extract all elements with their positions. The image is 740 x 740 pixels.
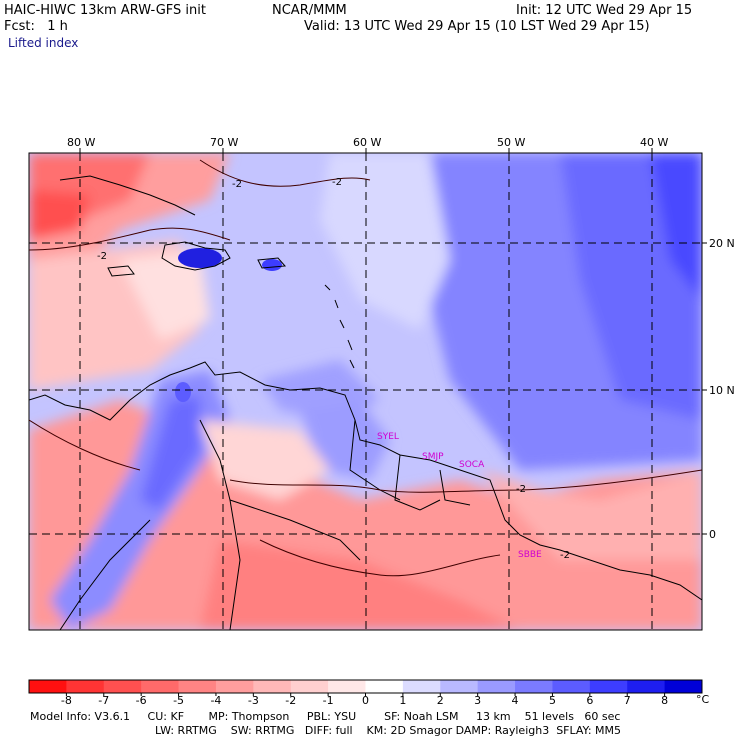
model-info-line1: Model Info: V3.6.1 CU: KF MP: Thompson P…: [30, 710, 621, 723]
colorbar-label: -6: [135, 694, 147, 707]
colorbar-label: 4: [511, 694, 519, 707]
field-name: Lifted index: [8, 36, 79, 50]
station-label: SYEL: [377, 432, 399, 442]
colorbar-swatch: [178, 680, 217, 693]
colorbar-label: 6: [586, 694, 594, 707]
colorbar-swatch: [253, 680, 292, 693]
colorbar-label: 8: [661, 694, 669, 707]
colorbar-swatch: [515, 680, 553, 693]
lon-label: 50 W: [497, 136, 526, 149]
colorbar-label: 2: [436, 694, 444, 707]
colorbar-label: -7: [98, 694, 110, 707]
colorbar-swatch: [627, 680, 666, 693]
contour-label: -2: [232, 179, 242, 190]
station-label: SBBE: [518, 550, 542, 560]
colorbar-label: -5: [173, 694, 185, 707]
colorbar-swatch: [103, 680, 142, 693]
organization-label: NCAR/MMM: [272, 3, 347, 18]
lat-label: 20 N: [709, 237, 735, 250]
colorbar-label: 1: [399, 694, 407, 707]
colorbar-label: -4: [210, 694, 222, 707]
colorbar-label: -2: [285, 694, 297, 707]
forecast-hour: Fcst: 1 h: [4, 19, 68, 34]
colorbar-swatch: [328, 680, 366, 693]
colorbar-swatch: [290, 680, 329, 693]
colorbar-swatch: [552, 680, 591, 693]
graticule: [29, 153, 702, 630]
colorbar-swatch: [365, 680, 404, 693]
valid-time: Valid: 13 UTC Wed 29 Apr 15 (10 LST Wed …: [304, 19, 650, 34]
colorbar: [28, 679, 703, 696]
lon-label: 80 W: [67, 136, 96, 149]
colorbar-label: 5: [548, 694, 556, 707]
contour-label: -2: [516, 484, 526, 495]
lat-label: 0: [709, 528, 716, 541]
coastlines: [29, 175, 702, 630]
colorbar-swatch: [402, 680, 441, 693]
lat-label: 10 N: [709, 384, 735, 397]
colorbar-label: -8: [60, 694, 72, 707]
colorbar-label: 0: [362, 694, 369, 707]
colorbar-swatch: [440, 680, 479, 693]
colorbar-label: -1: [322, 694, 334, 707]
contour-label: -2: [560, 550, 570, 561]
colorbar-swatch: [29, 680, 67, 693]
colorbar-swatch: [141, 680, 180, 693]
colorbar-swatch: [477, 680, 516, 693]
contour-label: -2: [332, 177, 342, 188]
colorbar-swatch: [664, 680, 703, 693]
colorbar-swatch: [66, 680, 105, 693]
lon-label: 60 W: [353, 136, 382, 149]
model-title: HAIC-HIWC 13km ARW-GFS init: [4, 3, 206, 18]
colorbar-swatch: [589, 680, 628, 693]
model-info-line2: LW: RRTMG SW: RRTMG DIFF: full KM: 2D Sm…: [155, 724, 621, 737]
contours: [29, 159, 702, 577]
lon-label: 40 W: [640, 136, 669, 149]
station-label: SOCA: [459, 460, 485, 470]
init-time: Init: 12 UTC Wed 29 Apr 15: [516, 3, 693, 18]
lon-label: 70 W: [210, 136, 239, 149]
colorbar-label: -3: [247, 694, 259, 707]
contour-label: -2: [97, 251, 107, 262]
colorbar-unit: °C: [696, 693, 710, 706]
colorbar-label: 3: [474, 694, 482, 707]
colorbar-label: 7: [623, 694, 631, 707]
colorbar-swatch: [215, 680, 254, 693]
station-label: SMJP: [422, 452, 444, 462]
